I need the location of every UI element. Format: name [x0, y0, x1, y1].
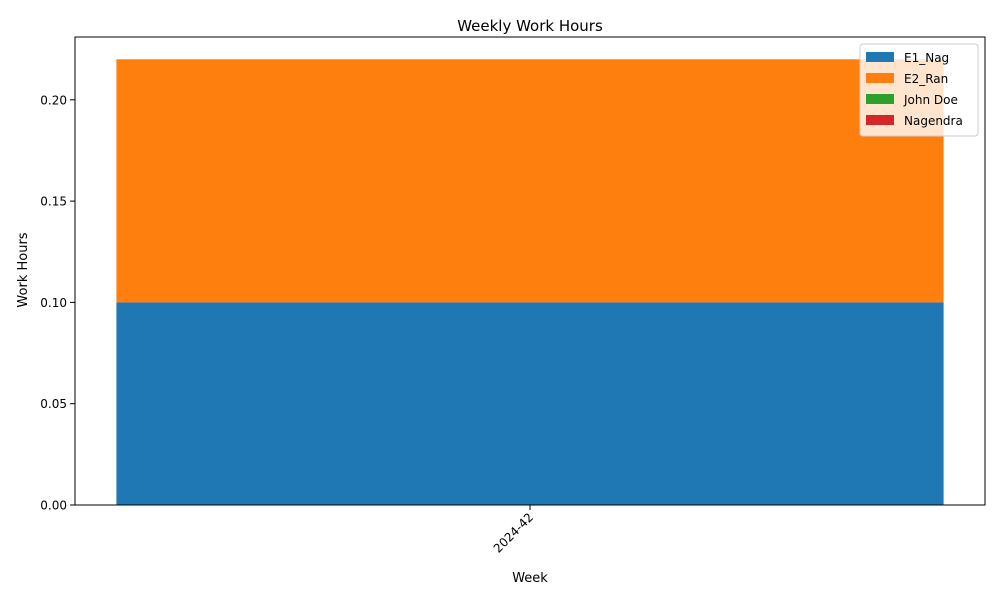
legend-swatch-john-doe — [866, 94, 894, 104]
legend: E1_Nag E2_Ran John Doe Nagendra — [859, 43, 979, 137]
y-axis-label: Work Hours — [16, 232, 31, 307]
bar-e2_ran-2024-42 — [116, 59, 944, 303]
x-axis: 2024-42 — [491, 505, 536, 556]
x-tick-label: 2024-42 — [491, 510, 536, 555]
y-tick-label: 0.20 — [40, 93, 67, 107]
legend-label-john-doe: John Doe — [903, 93, 958, 107]
y-tick-label: 0.05 — [40, 397, 67, 411]
y-axis: 0.00 0.05 0.10 0.15 0.20 — [40, 93, 75, 513]
chart-title: Weekly Work Hours — [457, 17, 603, 35]
y-tick-label: 0.10 — [40, 296, 67, 310]
legend-swatch-e1_nag — [866, 52, 894, 62]
legend-swatch-nagendra — [866, 115, 894, 125]
legend-label-e2_ran: E2_Ran — [904, 72, 948, 86]
plot-area — [74, 36, 986, 506]
legend-label-nagendra: Nagendra — [904, 114, 963, 128]
legend-swatch-e2_ran — [866, 73, 894, 83]
y-tick-label: 0.15 — [40, 195, 67, 209]
legend-box — [859, 43, 979, 137]
bar-e1_nag-2024-42 — [116, 302, 944, 505]
legend-label-e1_nag: E1_Nag — [904, 51, 949, 65]
x-axis-label: Week — [512, 571, 548, 586]
y-tick-label: 0.00 — [40, 499, 67, 513]
